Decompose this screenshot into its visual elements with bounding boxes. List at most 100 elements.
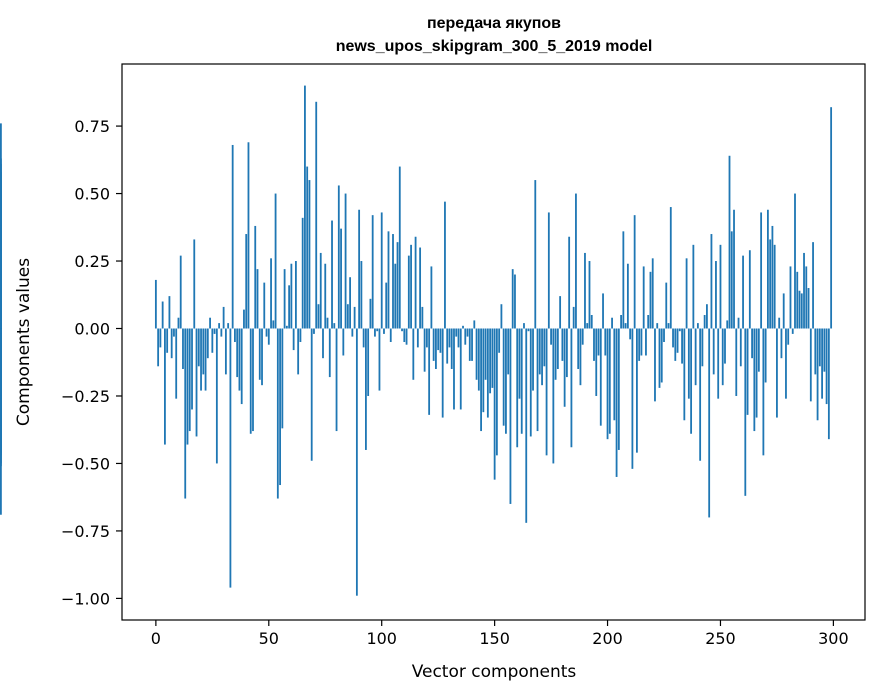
- bar: [310, 328, 313, 461]
- bar: [301, 217, 304, 329]
- bar: [527, 328, 530, 332]
- bar: [529, 328, 532, 437]
- x-tick-label: 0: [151, 629, 161, 648]
- bar: [509, 328, 512, 504]
- bar: [439, 328, 442, 353]
- bar: [234, 328, 236, 342]
- bar: [678, 328, 681, 332]
- bar: [563, 328, 566, 407]
- bar: [247, 142, 250, 329]
- bar: [821, 328, 823, 399]
- bar: [581, 328, 584, 345]
- bar: [672, 328, 674, 348]
- bar: [256, 269, 259, 329]
- bar: [818, 328, 821, 367]
- bar: [258, 328, 261, 380]
- bar: [425, 328, 428, 348]
- bar: [265, 328, 268, 337]
- bar: [495, 328, 498, 456]
- y-axis: −1.00 −0.75 −0.50 −0.25 0.00 0.25 0.50 0.75: [61, 117, 122, 608]
- bar: [453, 328, 455, 410]
- bar: [748, 250, 751, 329]
- bar: [606, 328, 609, 440]
- bar: [179, 255, 182, 329]
- bar: [493, 328, 496, 480]
- bar: [416, 328, 419, 348]
- bar: [737, 317, 740, 329]
- x-tick-label: 100: [366, 629, 397, 648]
- bar: [507, 328, 510, 375]
- bar: [687, 328, 690, 399]
- bar: [561, 328, 564, 361]
- bar: [285, 325, 288, 329]
- bar: [760, 212, 763, 329]
- y-axis-label: Components values: [14, 258, 34, 426]
- bar: [809, 328, 812, 402]
- bar: [154, 279, 157, 329]
- bar: [794, 193, 796, 329]
- bar: [175, 328, 178, 399]
- bar: [710, 234, 713, 329]
- bar: [785, 328, 787, 399]
- bar: [428, 328, 431, 415]
- x-tick-label: 250: [705, 629, 736, 648]
- bar: [173, 328, 175, 337]
- bar: [315, 101, 318, 329]
- bar: [367, 328, 370, 396]
- x-tick-label: 300: [818, 629, 849, 648]
- bar: [498, 328, 501, 353]
- bar: [502, 328, 505, 426]
- bar: [276, 328, 279, 499]
- bar: [491, 328, 494, 388]
- bar: [518, 328, 521, 399]
- bar: [701, 328, 704, 367]
- bar: [270, 258, 272, 329]
- bar: [559, 296, 562, 329]
- bar: [197, 328, 200, 367]
- bar: [611, 317, 613, 329]
- bar: [444, 201, 446, 329]
- bar: [640, 328, 643, 356]
- bar: [516, 328, 519, 448]
- bar: [245, 234, 248, 329]
- bar: [669, 207, 672, 329]
- bar: [665, 282, 668, 329]
- bar: [766, 209, 769, 329]
- bar: [466, 328, 469, 337]
- bar: [699, 328, 702, 461]
- bar: [554, 328, 557, 380]
- bar: [462, 325, 464, 329]
- bar: [437, 328, 440, 351]
- bar: [812, 242, 814, 329]
- bar: [511, 269, 514, 329]
- bar: [633, 215, 636, 329]
- bar: [787, 328, 790, 345]
- bar: [572, 306, 575, 329]
- x-axis-label: Vector components: [412, 662, 577, 682]
- bar: [696, 323, 699, 329]
- bar: [660, 328, 663, 383]
- bar: [238, 328, 241, 391]
- bar: [805, 266, 808, 329]
- bar: [645, 328, 647, 356]
- bar: [593, 328, 595, 361]
- bar: [164, 328, 166, 445]
- bar: [771, 225, 774, 329]
- bar: [712, 328, 715, 375]
- bar: [800, 293, 803, 329]
- bar: [719, 244, 722, 329]
- bar: [683, 328, 686, 421]
- bar: [288, 285, 291, 329]
- bar: [378, 328, 381, 391]
- bar: [624, 323, 627, 329]
- bar: [595, 328, 598, 396]
- bar: [717, 328, 720, 399]
- bar: [486, 328, 489, 418]
- bar: [742, 255, 744, 329]
- bar: [703, 315, 706, 329]
- bar: [651, 258, 654, 329]
- bar: [191, 328, 193, 410]
- bar: [471, 328, 473, 361]
- bar: [505, 328, 507, 434]
